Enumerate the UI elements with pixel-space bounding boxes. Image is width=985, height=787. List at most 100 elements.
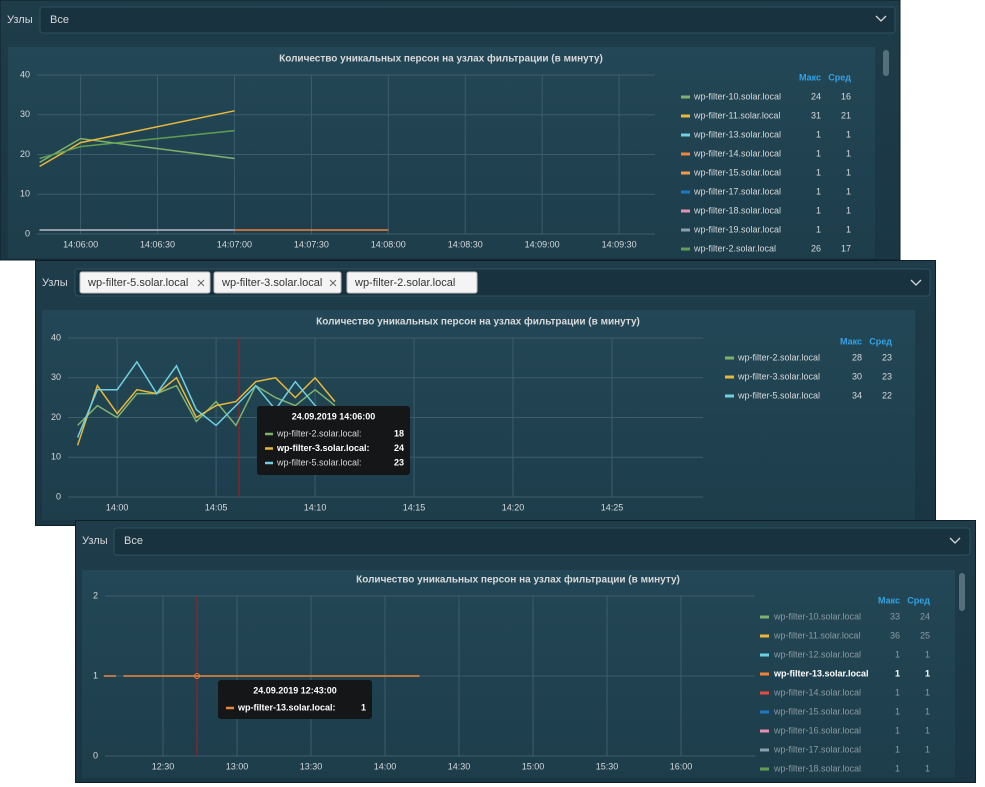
legend-label: wp-filter-15.solar.local xyxy=(693,167,781,177)
y-tick-label: 30 xyxy=(20,109,30,119)
x-tick-label: 14:10 xyxy=(304,502,327,512)
filter-label: Узлы xyxy=(42,277,68,289)
scrollbar[interactable] xyxy=(959,573,965,611)
y-tick-label: 0 xyxy=(25,228,30,238)
y-tick-label: 30 xyxy=(51,372,61,382)
chart-title: Количество уникальных персон на узлах фи… xyxy=(279,53,603,65)
legend-header: Макс xyxy=(878,595,900,605)
legend-avg: 25 xyxy=(920,630,930,640)
x-tick-label: 14:20 xyxy=(502,502,525,512)
panel: Узлы wp-filter-5.solar.local wp-filter-3… xyxy=(35,260,936,526)
legend-max: 1 xyxy=(895,744,900,754)
legend-avg: 1 xyxy=(925,687,930,697)
x-tick-label: 14:06:00 xyxy=(63,239,98,249)
legend-label: wp-filter-16.solar.local xyxy=(773,725,861,735)
filter-value: Все xyxy=(124,535,143,547)
legend-max: 1 xyxy=(816,224,821,234)
scrollbar[interactable] xyxy=(883,50,889,76)
x-tick-label: 14:07:30 xyxy=(294,239,329,249)
y-tick-label: 20 xyxy=(51,412,61,422)
legend-max: 1 xyxy=(816,205,821,215)
legend-max: 26 xyxy=(811,243,821,253)
x-tick-label: 12:30 xyxy=(152,761,175,771)
legend-header: Сред xyxy=(869,336,892,346)
legend-avg: 21 xyxy=(841,110,851,120)
x-tick-label: 16:00 xyxy=(670,761,693,771)
tooltip-label: wp-filter-5.solar.local: xyxy=(276,457,362,467)
y-tick-label: 2 xyxy=(93,590,98,600)
filter-tag[interactable] xyxy=(346,271,478,294)
legend-avg: 1 xyxy=(846,224,851,234)
legend-avg: 23 xyxy=(882,352,892,362)
tooltip-time: 24.09.2019 12:43:00 xyxy=(253,685,337,695)
x-tick-label: 14:30 xyxy=(448,761,471,771)
legend-avg: 16 xyxy=(841,91,851,101)
panel: Узлы Все Количество уникальных персон на… xyxy=(0,0,901,261)
filter-label: Узлы xyxy=(82,535,108,547)
y-tick-label: 1 xyxy=(93,670,98,680)
legend-label: wp-filter-18.solar.local xyxy=(693,205,781,215)
legend-label: wp-filter-12.solar.local xyxy=(773,649,861,659)
legend-avg: 1 xyxy=(925,668,930,678)
filter-tag[interactable] xyxy=(213,271,342,294)
filter-dropdown[interactable] xyxy=(113,527,971,556)
chart-panel xyxy=(42,310,915,520)
legend-avg: 1 xyxy=(925,725,930,735)
legend-label: wp-filter-3.solar.local xyxy=(737,371,820,381)
tooltip-value: 1 xyxy=(361,702,366,712)
legend-label: wp-filter-17.solar.local xyxy=(773,744,861,754)
tag-label: wp-filter-3.solar.local xyxy=(221,277,322,289)
legend-max: 1 xyxy=(895,706,900,716)
x-tick-label: 14:06:30 xyxy=(140,239,175,249)
tag-remove[interactable] xyxy=(329,279,337,287)
legend-max: 24 xyxy=(811,91,821,101)
legend-avg: 1 xyxy=(925,763,930,773)
series-line xyxy=(76,360,336,438)
legend-label: wp-filter-17.solar.local xyxy=(693,186,781,196)
legend-max: 36 xyxy=(890,630,900,640)
chevron xyxy=(910,279,922,286)
filter-dropdown[interactable] xyxy=(39,6,896,34)
x-tick-label: 14:25 xyxy=(601,502,624,512)
legend-label: wp-filter-13.solar.local xyxy=(773,668,869,678)
legend-avg: 23 xyxy=(882,371,892,381)
legend-header: Сред xyxy=(907,595,930,605)
legend-label: wp-filter-15.solar.local xyxy=(773,706,861,716)
legend-avg: 1 xyxy=(846,205,851,215)
tag-label: wp-filter-5.solar.local xyxy=(87,277,188,289)
legend-max: 1 xyxy=(895,649,900,659)
panel: Узлы Все Количество уникальных персон на… xyxy=(75,520,976,783)
filter-label: Узлы xyxy=(7,14,33,26)
y-tick-label: 10 xyxy=(51,452,61,462)
tooltip-time: 24.09.2019 14:06:00 xyxy=(292,411,376,421)
legend-header: Макс xyxy=(799,72,821,82)
tooltip-label: wp-filter-13.solar.local: xyxy=(237,702,336,712)
legend-max: 1 xyxy=(895,687,900,697)
legend-header: Макс xyxy=(840,336,862,346)
legend-avg: 1 xyxy=(846,167,851,177)
legend-label: wp-filter-5.solar.local xyxy=(737,390,820,400)
legend-avg: 1 xyxy=(846,186,851,196)
tooltip-value: 18 xyxy=(394,428,404,438)
tooltip-value: 23 xyxy=(394,457,404,467)
legend-avg: 17 xyxy=(841,243,851,253)
x-tick-label: 15:30 xyxy=(596,761,619,771)
legend-label: wp-filter-10.solar.local xyxy=(773,611,861,621)
x-tick-label: 14:09:00 xyxy=(525,239,560,249)
chevron xyxy=(875,15,887,22)
legend-max: 33 xyxy=(890,611,900,621)
tag-remove[interactable] xyxy=(197,279,205,287)
chart-title: Количество уникальных персон на узлах фи… xyxy=(356,574,680,586)
filter-tag[interactable] xyxy=(79,271,211,294)
series-line xyxy=(39,110,235,168)
series-line xyxy=(39,129,235,160)
legend-header: Сред xyxy=(828,72,851,82)
chevron xyxy=(949,537,961,544)
x-tick-label: 13:00 xyxy=(226,761,249,771)
x-tick-label: 14:00 xyxy=(106,502,129,512)
chart-panel xyxy=(82,570,955,778)
x-tick-label: 14:05 xyxy=(205,502,228,512)
legend-max: 31 xyxy=(811,110,821,120)
